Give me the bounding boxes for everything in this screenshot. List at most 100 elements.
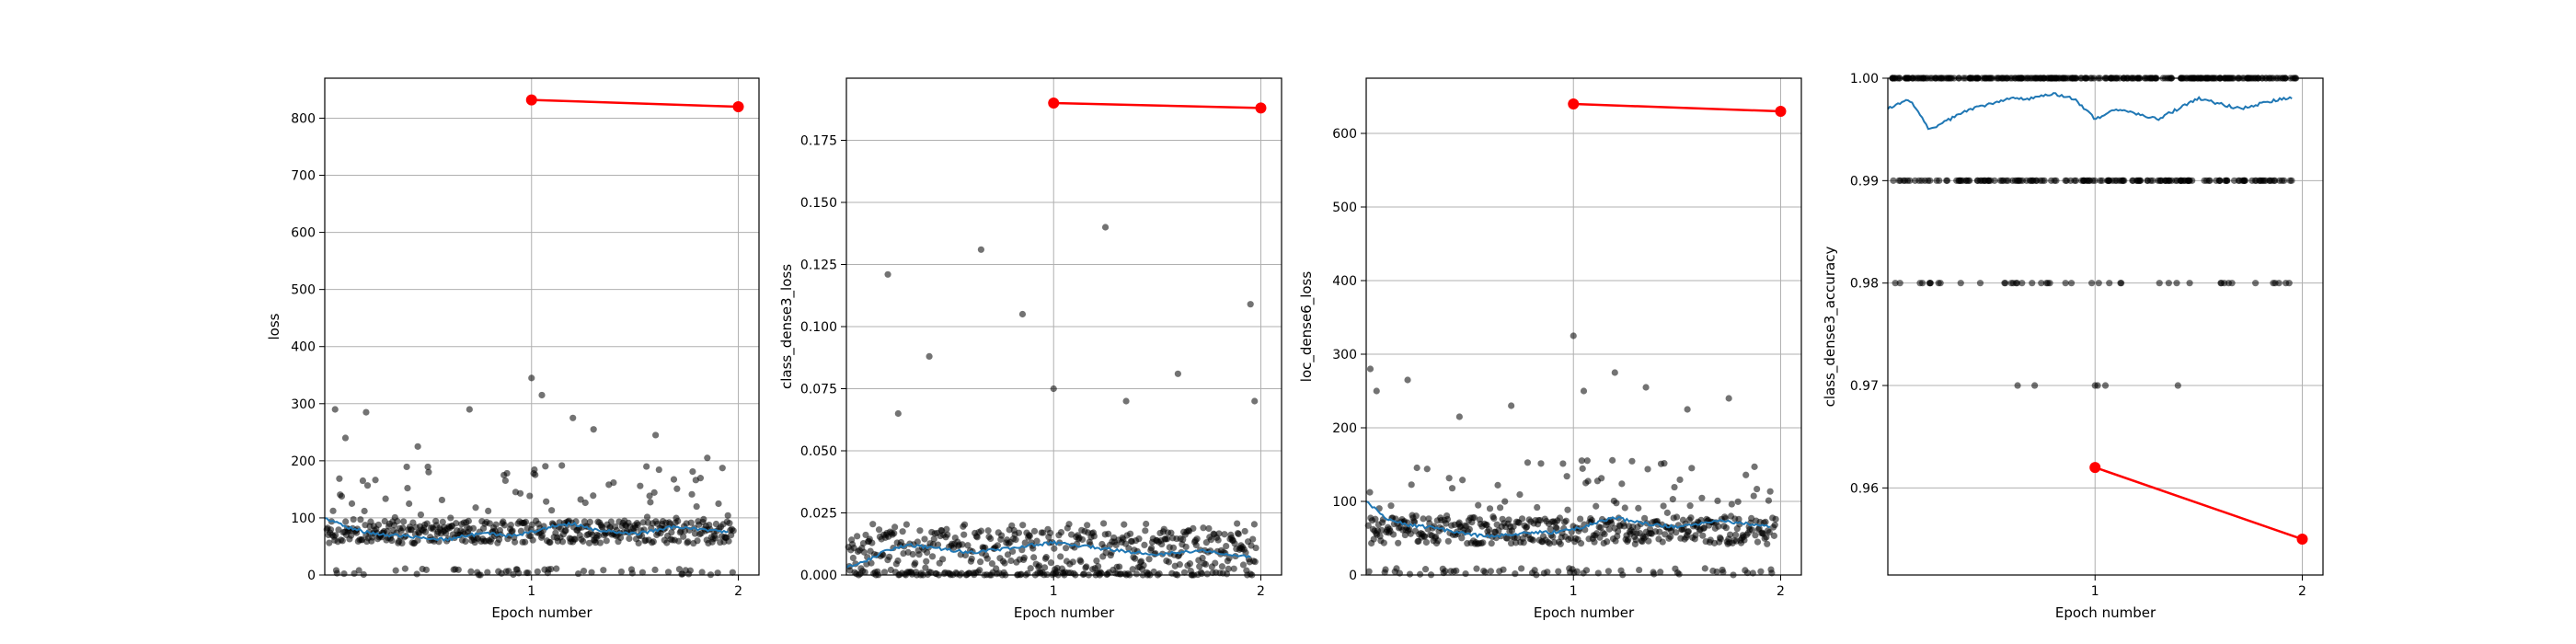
batch-point bbox=[1145, 556, 1153, 563]
batch-point bbox=[1490, 514, 1498, 523]
batch-point bbox=[1416, 570, 1424, 578]
batch-point bbox=[1628, 457, 1636, 465]
batch-point bbox=[1193, 535, 1201, 543]
batch-point bbox=[329, 507, 337, 514]
batch-point bbox=[2165, 280, 2172, 287]
batch-point bbox=[1176, 561, 1183, 569]
batch-point bbox=[531, 466, 538, 474]
batch-point bbox=[501, 477, 509, 485]
batch-point bbox=[1090, 533, 1098, 540]
batch-point bbox=[646, 492, 653, 500]
batch-point bbox=[1751, 463, 1758, 470]
batch-point bbox=[353, 525, 362, 533]
batch-point bbox=[425, 468, 432, 476]
batch-point bbox=[1380, 539, 1387, 546]
batch-point bbox=[894, 557, 902, 565]
batch-point bbox=[505, 568, 512, 575]
batch-point bbox=[1083, 563, 1090, 570]
x-tick-label: 1 bbox=[1570, 584, 1578, 599]
batch-point bbox=[422, 566, 430, 573]
batch-point bbox=[1141, 541, 1148, 548]
batch-point bbox=[492, 521, 500, 528]
batch-point bbox=[423, 520, 431, 527]
batch-point bbox=[1982, 177, 1989, 184]
batch-point bbox=[2062, 177, 2069, 184]
batch-point bbox=[903, 521, 910, 528]
batch-point bbox=[486, 520, 493, 527]
batch-point bbox=[553, 565, 560, 572]
x-axis-label: Epoch number bbox=[2055, 604, 2156, 621]
x-tick-label: 1 bbox=[527, 584, 535, 599]
batch-point bbox=[2048, 177, 2055, 184]
batch-point bbox=[2217, 280, 2225, 287]
batch-point bbox=[1027, 565, 1034, 572]
batch-point bbox=[1366, 489, 1374, 496]
batch-point bbox=[1577, 540, 1585, 547]
batch-point bbox=[891, 530, 898, 537]
epoch-point bbox=[2296, 534, 2308, 546]
batch-point bbox=[1697, 516, 1705, 523]
batch-point bbox=[1250, 521, 1259, 528]
batch-point bbox=[617, 568, 626, 576]
batch-point bbox=[869, 521, 877, 528]
batch-point bbox=[1112, 541, 1120, 549]
batch-point bbox=[2038, 280, 2045, 287]
y-tick-label: 700 bbox=[291, 169, 316, 184]
batch-point bbox=[439, 518, 446, 525]
batch-point bbox=[1444, 537, 1452, 545]
batch-point bbox=[668, 529, 675, 536]
batch-point bbox=[543, 498, 550, 505]
y-tick-label: 0.175 bbox=[800, 134, 837, 149]
epoch-series-line bbox=[1573, 102, 1781, 113]
batch-point bbox=[1065, 521, 1073, 528]
batch-point bbox=[862, 531, 869, 539]
batch-point bbox=[1057, 528, 1065, 536]
y-tick-label: 1.00 bbox=[1850, 72, 1879, 86]
batch-point bbox=[548, 507, 556, 514]
batch-point bbox=[639, 519, 647, 526]
batch-point bbox=[546, 539, 554, 546]
batch-point bbox=[1235, 530, 1242, 538]
y-tick-label: 0.99 bbox=[1850, 174, 1879, 189]
smoothed-series-line bbox=[324, 517, 729, 542]
batch-point bbox=[372, 477, 379, 484]
batch-point bbox=[413, 570, 420, 578]
batch-point bbox=[674, 517, 682, 525]
batch-point bbox=[1069, 558, 1076, 566]
batch-point bbox=[1453, 567, 1460, 575]
batch-point bbox=[1042, 554, 1050, 561]
batch-point bbox=[1008, 547, 1017, 556]
batch-point bbox=[1943, 177, 1951, 184]
batch-point bbox=[923, 558, 930, 565]
y-tick-label: 0.000 bbox=[800, 569, 837, 583]
batch-point bbox=[1116, 563, 1123, 570]
batch-point bbox=[1556, 514, 1564, 522]
batch-point bbox=[1404, 376, 1411, 384]
batch-point bbox=[868, 539, 876, 546]
batch-point bbox=[1125, 545, 1133, 552]
batch-point bbox=[1410, 518, 1419, 525]
y-tick-label: 200 bbox=[291, 454, 316, 469]
y-tick-label: 500 bbox=[291, 283, 316, 298]
batch-point bbox=[1004, 551, 1012, 558]
batch-point bbox=[730, 527, 737, 535]
batch-point bbox=[534, 568, 541, 575]
batch-point bbox=[1199, 554, 1206, 562]
batch-point bbox=[1012, 536, 1019, 544]
batch-point bbox=[355, 567, 362, 574]
batch-point bbox=[1422, 538, 1430, 546]
batch-point bbox=[1537, 460, 1545, 467]
batch-point bbox=[1426, 520, 1433, 527]
batch-point bbox=[1685, 527, 1693, 535]
batch-point bbox=[1462, 570, 1469, 578]
batch-point bbox=[1644, 466, 1651, 473]
batch-point bbox=[1957, 280, 1964, 287]
batch-point bbox=[1420, 515, 1427, 523]
subplot-class-dense3-accuracy: 0.96 0.97 0.98 0.99 1.00 1 2 Epoch number class_… bbox=[1822, 72, 2324, 621]
batch-point bbox=[1524, 523, 1531, 531]
x-tick-label: 1 bbox=[2091, 584, 2099, 599]
batch-point bbox=[1470, 514, 1478, 522]
batch-point bbox=[914, 538, 921, 546]
batch-point bbox=[2260, 177, 2268, 184]
batch-point bbox=[1142, 527, 1149, 535]
